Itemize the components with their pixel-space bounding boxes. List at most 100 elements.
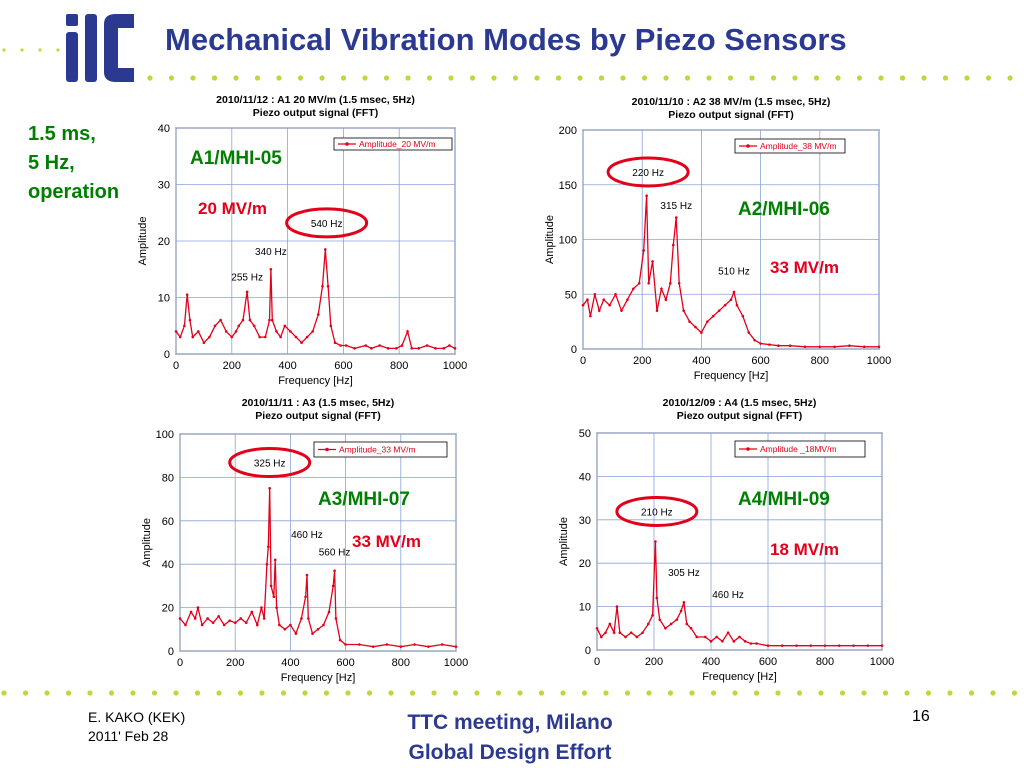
data-point (809, 644, 813, 647)
gradient-label: 18 MV/m (770, 540, 839, 559)
dot (861, 690, 867, 696)
x-axis-label: Frequency [Hz] (702, 671, 777, 683)
data-point (632, 287, 635, 291)
data-point (189, 610, 193, 614)
data-point (244, 621, 248, 625)
dot (448, 75, 454, 81)
cavity-label: A3/MHI-07 (318, 489, 410, 510)
data-point (647, 622, 650, 626)
data-point (453, 347, 457, 350)
data-point (258, 335, 262, 339)
data-point (454, 645, 458, 648)
data-point (417, 347, 421, 350)
data-point (262, 617, 266, 620)
y-tick-label: 10 (579, 602, 591, 614)
data-point (743, 640, 747, 643)
y-tick-label: 20 (579, 558, 591, 570)
x-tick-label: 800 (390, 360, 408, 372)
data-point (275, 606, 278, 609)
dot (947, 690, 953, 696)
data-point (183, 324, 186, 328)
data-point (333, 569, 336, 573)
x-axis-label: Frequency [Hz] (278, 375, 353, 387)
chart-subtitle: Piezo output signal (FFT) (668, 109, 793, 121)
data-point (599, 635, 603, 639)
legend-marker (746, 447, 750, 451)
data-point (395, 347, 398, 350)
data-point (294, 632, 298, 635)
y-tick-label: 40 (579, 471, 591, 483)
plot-area (179, 433, 457, 652)
x-tick-label: 1000 (867, 355, 891, 367)
x-tick-label: 1000 (444, 657, 468, 669)
y-tick-label: 20 (162, 603, 174, 615)
y-tick-label: 40 (158, 123, 170, 135)
data-point (270, 318, 274, 322)
data-point (664, 627, 667, 630)
x-tick-label: 200 (226, 657, 244, 669)
data-point (188, 318, 192, 322)
dot (323, 690, 330, 696)
data-point (654, 540, 657, 543)
legend-marker (746, 144, 750, 148)
dot (925, 690, 932, 696)
x-tick-label: 0 (580, 355, 586, 367)
data-point (848, 344, 851, 348)
data-point (768, 343, 771, 346)
footer-meeting-name: TTC meeting, Milano (407, 711, 613, 734)
data-point (442, 347, 446, 350)
data-point (675, 618, 679, 621)
data-point (677, 282, 681, 285)
data-point (674, 216, 678, 219)
peak-annotation: 315 Hz (660, 201, 692, 212)
dot (641, 75, 648, 81)
data-point (688, 320, 691, 323)
data-point (196, 606, 200, 609)
data-point (255, 623, 259, 627)
data-point (593, 292, 597, 296)
data-point (741, 314, 745, 318)
dot (431, 690, 437, 696)
dot (409, 690, 416, 696)
dot (968, 690, 975, 696)
data-point (174, 330, 178, 333)
dot (147, 75, 153, 81)
peak-annotation: 510 Hz (718, 267, 750, 278)
chart-title: 2010/12/09 : A4 (1.5 msec, 5Hz) (663, 397, 817, 409)
data-point (316, 628, 320, 631)
dot (964, 75, 970, 81)
dot (684, 75, 691, 81)
data-point (311, 632, 314, 635)
data-point (331, 584, 335, 588)
data-point (321, 284, 324, 288)
data-point (275, 330, 278, 333)
data-point (660, 287, 663, 291)
data-point (434, 347, 437, 350)
data-point (234, 330, 238, 333)
data-point (803, 345, 807, 349)
data-point (637, 282, 641, 285)
y-tick-label: 30 (158, 180, 170, 192)
data-point (208, 335, 211, 339)
dot (581, 690, 588, 696)
data-point (755, 642, 758, 645)
dot (130, 690, 136, 696)
data-point (759, 342, 762, 345)
x-tick-label: 0 (173, 360, 179, 372)
data-point (608, 303, 611, 307)
dot (190, 75, 196, 81)
plot-area (596, 432, 883, 651)
dot (469, 75, 476, 81)
dot (753, 690, 760, 696)
chart-subtitle: Piezo output signal (FFT) (253, 107, 378, 119)
dot (792, 75, 798, 81)
data-point (862, 345, 866, 349)
data-point (333, 341, 337, 345)
data-point (604, 631, 607, 634)
dot (495, 690, 502, 696)
x-tick-label: 600 (759, 656, 777, 668)
dot (856, 75, 863, 81)
peak-annotation: 540 Hz (311, 219, 343, 230)
data-point (378, 344, 381, 347)
data-point (200, 623, 204, 627)
